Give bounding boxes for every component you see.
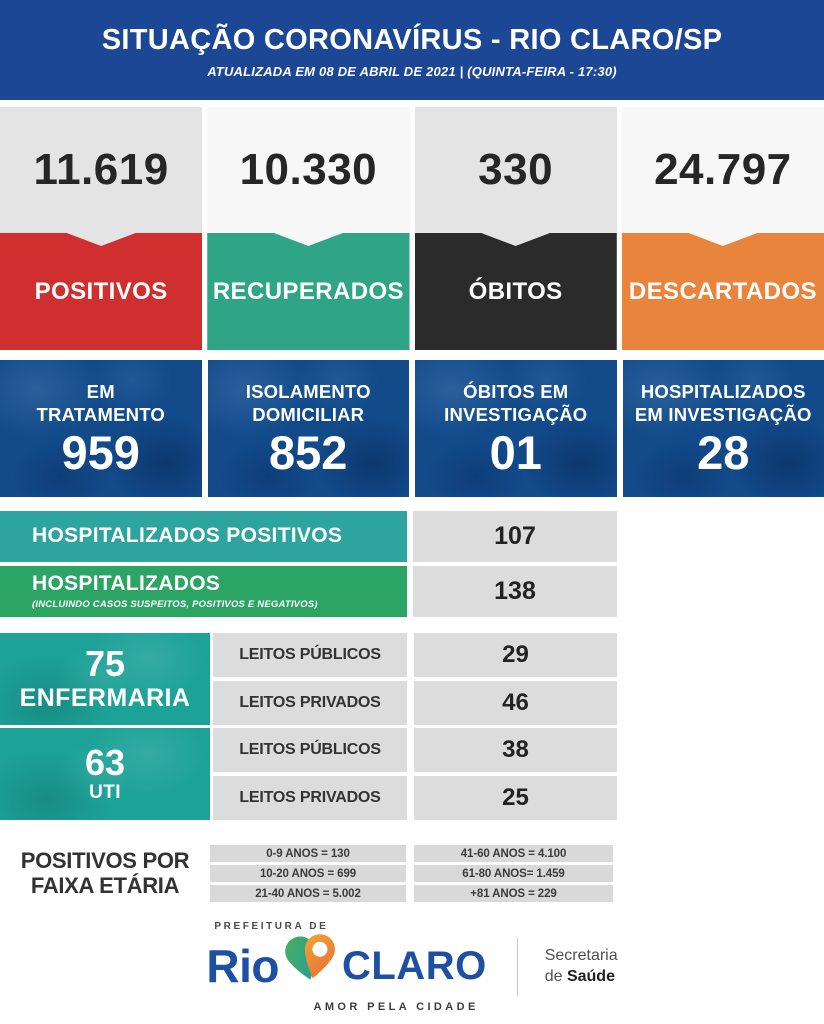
enfermaria-category-label: ENFERMARIA — [19, 683, 191, 712]
age-cell-10-20: 10-20 ANOS = 699 — [210, 865, 406, 882]
hospitalizados-positivos-label: HOSPITALIZADOS POSITIVOS — [32, 524, 343, 548]
hospitalizados-positivos-row: HOSPITALIZADOS POSITIVOS 107 — [0, 511, 824, 562]
descartados-label: DESCARTADOS — [628, 277, 817, 305]
prefeitura-de-label: PREFEITURA DE — [214, 921, 329, 932]
age-cell-41-60: 41-60 ANOS = 4.100 — [414, 845, 613, 862]
age-title-line2: FAIXA ETÁRIA — [30, 872, 180, 898]
obitos-investigacao-line1: ÓBITOS EM — [463, 380, 569, 402]
uti-total-block: 63 UTI — [0, 728, 210, 820]
isolamento-line1: ISOLAMENTO — [245, 380, 371, 402]
enfermaria-publicos-value: 29 — [414, 633, 617, 677]
box-em-tratamento: EM TRATAMENTO 959 — [0, 360, 202, 497]
logo-tagline: AMOR PELA CIDADE — [313, 1001, 479, 1013]
obitos-value: 330 — [478, 145, 554, 194]
age-title-line1: POSITIVOS POR — [20, 848, 190, 874]
descartados-value: 24.797 — [654, 145, 792, 194]
tracking-boxes: EM TRATAMENTO 959 ISOLAMENTO DOMICILIAR … — [0, 360, 824, 497]
hospitalizados-investigacao-value: 28 — [697, 426, 750, 479]
uti-group: 63 UTI LEITOS PÚBLICOS 38 LEITOS PRIVADO… — [0, 728, 824, 820]
enfermaria-total-value: 75 — [84, 643, 126, 685]
age-cell-61-80: 61-80 ANOS= 1.459 — [414, 865, 613, 882]
secretaria-line: Secretaria — [544, 947, 618, 965]
enfermaria-privados-value: 46 — [414, 681, 617, 725]
card-recuperados-ribbon: RECUPERADOS — [207, 233, 410, 350]
hospitalizados-total-row: HOSPITALIZADOS (INCLUINDO CASOS SUSPEITO… — [0, 566, 824, 617]
box-hospitalizados-investigacao: HOSPITALIZADOS EM INVESTIGAÇÃO 28 — [622, 360, 824, 497]
positivos-label: POSITIVOS — [34, 277, 168, 305]
logo-claro-text: CLARO — [341, 944, 487, 988]
em-tratamento-label: EM TRATAMENTO — [37, 380, 165, 427]
saude-prefix: de — [544, 968, 567, 985]
age-section-title: POSITIVOS POR FAIXA ETÁRIA — [0, 845, 210, 902]
secretaria-de-saude-label: Secretaria de Saúde — [545, 946, 618, 988]
recuperados-label: RECUPERADOS — [212, 277, 404, 305]
hospitalizados-total-bar: HOSPITALIZADOS (INCLUINDO CASOS SUSPEITO… — [0, 566, 407, 617]
obitos-investigacao-label: ÓBITOS EM INVESTIGAÇÃO — [444, 380, 587, 427]
obitos-investigacao-value: 01 — [489, 426, 542, 479]
hospitalizados-investigacao-line2: EM INVESTIGAÇÃO — [634, 404, 812, 426]
saude-line: de Saúde — [545, 967, 618, 988]
box-obitos-investigacao: ÓBITOS EM INVESTIGAÇÃO 01 — [415, 360, 617, 497]
hospitalizados-total-note: (INCLUINDO CASOS SUSPEITOS, POSITIVOS E … — [32, 598, 318, 610]
isolamento-label: ISOLAMENTO DOMICILIAR — [246, 380, 371, 427]
hospitalizados-investigacao-line1: HOSPITALIZADOS — [640, 380, 806, 402]
box-isolamento: ISOLAMENTO DOMICILIAR 852 — [207, 360, 409, 497]
footer: PREFEITURA DE Rio — [0, 902, 824, 1024]
rio-claro-logo: PREFEITURA DE Rio — [206, 921, 486, 1013]
summary-cards: 11.619 POSITIVOS 10.330 RECUPERADOS 330 … — [0, 107, 824, 350]
recuperados-value: 10.330 — [239, 145, 378, 194]
card-descartados-top: 24.797 — [622, 107, 824, 233]
card-obitos-ribbon: ÓBITOS — [414, 233, 617, 350]
saude-bold: Saúde — [566, 968, 615, 985]
isolamento-line2: DOMICILIAR — [252, 404, 365, 426]
em-tratamento-line2: TRATAMENTO — [36, 404, 165, 426]
hospitalizados-total-value: 138 — [413, 566, 617, 617]
header: SITUAÇÃO CORONAVÍRUS - RIO CLARO/SP ATUA… — [0, 0, 824, 100]
card-recuperados: 10.330 RECUPERADOS — [207, 107, 410, 350]
card-positivos-top: 11.619 — [0, 107, 202, 233]
hospitalizados-positivos-bar: HOSPITALIZADOS POSITIVOS — [0, 511, 407, 562]
isolamento-value: 852 — [269, 426, 348, 479]
card-obitos-top: 330 — [415, 107, 617, 233]
uti-publicos-value: 38 — [414, 728, 617, 772]
uti-total-value: 63 — [84, 741, 126, 783]
positivos-value: 11.619 — [33, 145, 169, 194]
page-title: SITUAÇÃO CORONAVÍRUS - RIO CLARO/SP — [101, 24, 723, 56]
age-cell-0-9: 0-9 ANOS = 130 — [210, 845, 406, 862]
enfermaria-total-block: 75 ENFERMARIA — [0, 633, 210, 725]
age-cell-81-plus: +81 ANOS = 229 — [414, 885, 613, 902]
beds-section: 75 ENFERMARIA LEITOS PÚBLICOS 29 LEITOS … — [0, 633, 824, 820]
hospitalizados-total-label: HOSPITALIZADOS — [32, 572, 221, 596]
hospitalizados-positivos-value: 107 — [413, 511, 617, 562]
card-obitos: 330 ÓBITOS — [414, 107, 617, 350]
em-tratamento-line1: EM — [86, 380, 115, 402]
hospitalizados-investigacao-label: HOSPITALIZADOS EM INVESTIGAÇÃO — [635, 380, 812, 427]
logo-main-row: Rio — [206, 933, 486, 999]
enfermaria-publicos-label: LEITOS PÚBLICOS — [213, 633, 407, 677]
age-distribution-section: POSITIVOS POR FAIXA ETÁRIA 0-9 ANOS = 13… — [0, 845, 824, 902]
uti-privados-value: 25 — [414, 776, 617, 820]
logo-rio-text: Rio — [206, 940, 279, 992]
uti-publicos-label: LEITOS PÚBLICOS — [213, 728, 407, 772]
card-positivos: 11.619 POSITIVOS — [0, 107, 203, 350]
card-recuperados-top: 10.330 — [207, 107, 409, 233]
card-positivos-ribbon: POSITIVOS — [0, 233, 203, 350]
enfermaria-group: 75 ENFERMARIA LEITOS PÚBLICOS 29 LEITOS … — [0, 633, 824, 725]
age-cell-21-40: 21-40 ANOS = 5.002 — [210, 885, 406, 902]
card-descartados-ribbon: DESCARTADOS — [621, 233, 824, 350]
updated-timestamp: ATUALIZADA EM 08 DE ABRIL DE 2021 | (QUI… — [207, 64, 617, 79]
footer-divider — [516, 938, 518, 996]
em-tratamento-value: 959 — [61, 426, 140, 479]
uti-category-label: UTI — [89, 782, 121, 804]
map-pin-heart-icon — [285, 934, 335, 980]
obitos-label: ÓBITOS — [468, 277, 563, 305]
obitos-investigacao-line2: INVESTIGAÇÃO — [444, 404, 588, 426]
uti-privados-label: LEITOS PRIVADOS — [213, 776, 407, 820]
enfermaria-privados-label: LEITOS PRIVADOS — [213, 681, 407, 725]
card-descartados: 24.797 DESCARTADOS — [621, 107, 824, 350]
